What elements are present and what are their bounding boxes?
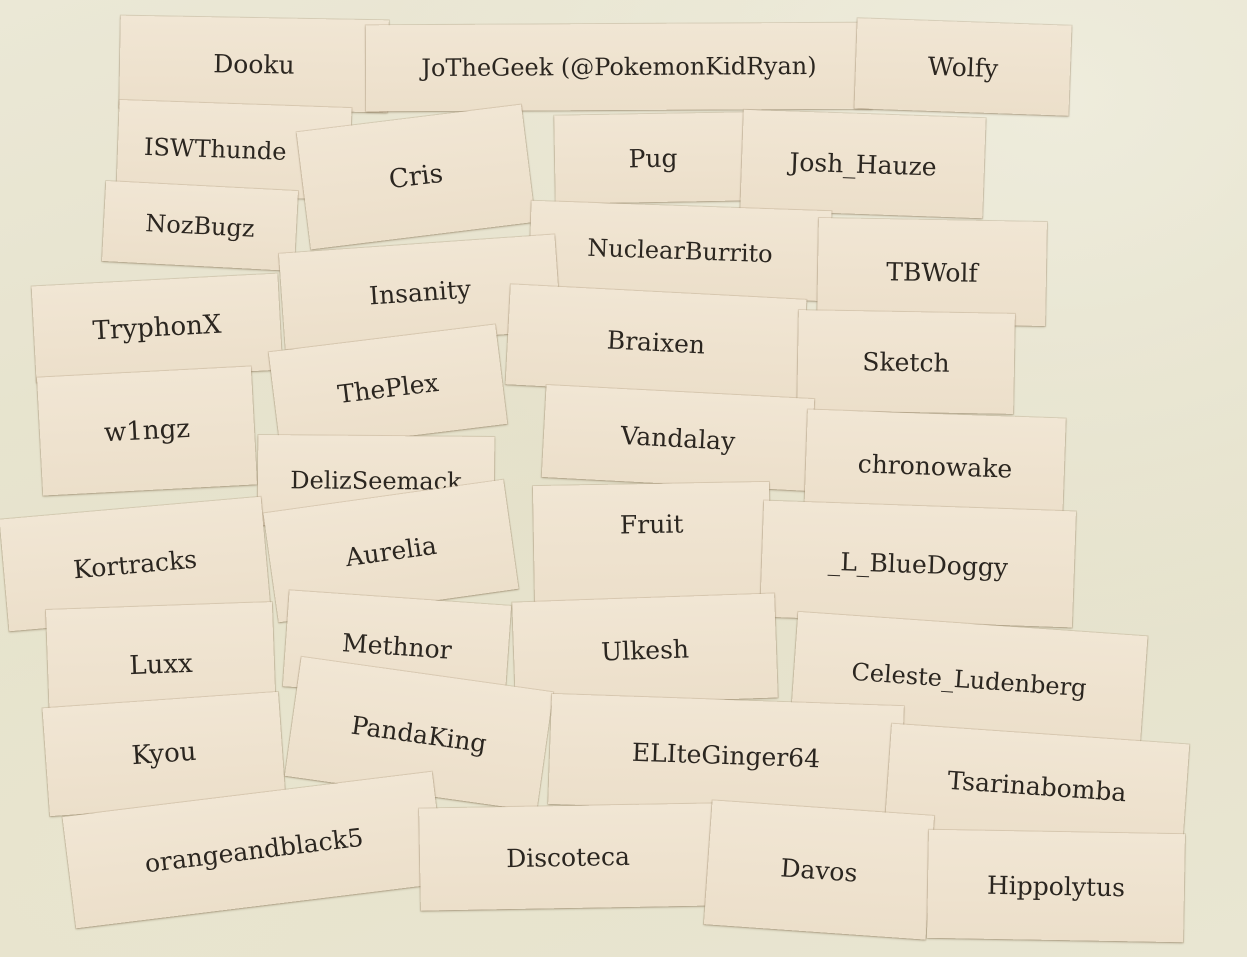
name-slip: Braixen (505, 284, 807, 400)
slip-name: Tsarinabomba (946, 765, 1128, 807)
slip-name: Cris (387, 158, 445, 196)
slip-name: TBWolf (886, 256, 978, 288)
slip-name: Hippolytus (986, 870, 1126, 902)
slip-name: Kortracks (72, 544, 198, 584)
slip-name: Dooku (213, 48, 295, 80)
slip-name: Aurelia (343, 530, 439, 572)
slip-name: Josh_Hauze (788, 146, 938, 182)
name-slip: Hippolytus (927, 829, 1185, 943)
slip-name: Luxx (128, 648, 194, 682)
slip-name: orangeandblack5 (143, 822, 365, 878)
slip-name: TryphonX (91, 309, 223, 347)
slip-name: Ulkesh (600, 633, 690, 667)
name-slip: Ulkesh (512, 593, 778, 707)
slip-name: ELIteGinger64 (631, 737, 821, 773)
slip-name: Discoteca (505, 841, 631, 873)
slip-name: JoTheGeek (@PokemonKidRyan) (421, 51, 817, 83)
name-slip: Vandalay (541, 385, 815, 491)
slip-name: NuclearBurrito (586, 233, 774, 269)
name-slip: Josh_Hauze (740, 109, 986, 219)
slip-name: Sketch (862, 346, 950, 378)
slip-name: Kyou (130, 736, 198, 772)
name-slip: ELIteGinger64 (548, 693, 904, 817)
slip-name: Methnor (341, 627, 453, 665)
slip-name: PandaKing (349, 710, 489, 758)
name-slip: Sketch (797, 310, 1015, 414)
slip-name: Insanity (368, 273, 472, 311)
name-slip: Fruit (532, 481, 772, 609)
slip-name: w1ngz (103, 413, 191, 449)
name-slip: NozBugz (102, 181, 298, 271)
slip-name: Davos (779, 852, 859, 888)
name-slip: NuclearBurrito (528, 200, 832, 302)
slip-name: Wolfy (927, 51, 999, 83)
slip-name: ThePlex (335, 367, 441, 409)
slip-name: ISWThunde (143, 132, 288, 166)
name-slip: Davos (703, 800, 935, 940)
name-slip: TBWolf (817, 218, 1047, 326)
name-slip: Pug (554, 112, 752, 204)
name-slip: JoTheGeek (@PokemonKidRyan) (365, 22, 873, 112)
slip-name: chronowake (857, 448, 1013, 484)
name-slip: Dooku (119, 15, 389, 113)
slip-name: Pug (628, 143, 678, 173)
name-slip: Wolfy (854, 18, 1072, 116)
slip-name: _L_BlueDoggy (827, 546, 1009, 582)
slip-name: Fruit (619, 509, 684, 540)
slip-name: Celeste_Ludenberg (850, 657, 1088, 703)
name-slip: Discoteca (419, 803, 717, 911)
slip-name: Vandalay (619, 420, 737, 456)
slip-name: NozBugz (144, 209, 256, 243)
slip-name: Braixen (606, 324, 706, 360)
name-slip: w1ngz (37, 366, 257, 496)
name-slip: _L_BlueDoggy (760, 500, 1076, 628)
